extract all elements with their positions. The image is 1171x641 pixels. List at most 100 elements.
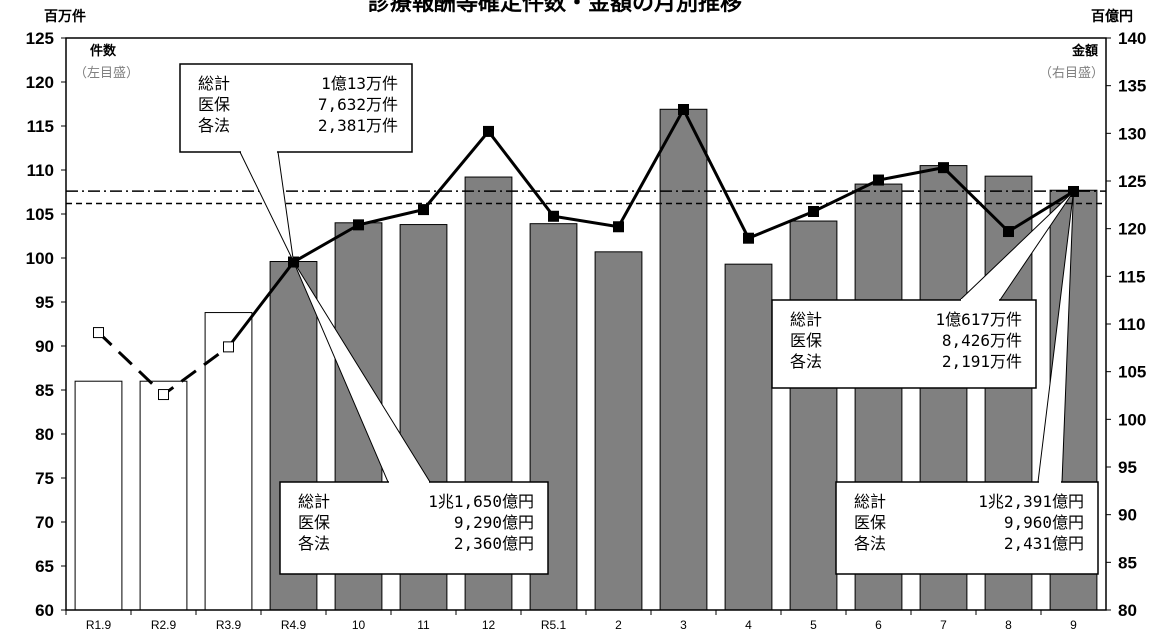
line-point xyxy=(483,125,494,137)
left-tick-label: 115 xyxy=(27,117,54,136)
bar xyxy=(139,380,188,611)
right-axis-name: 金額 xyxy=(1071,43,1098,59)
line-point xyxy=(873,174,884,186)
callout-row-label: 総計 xyxy=(298,492,330,511)
x-tick-label: 4 xyxy=(745,618,752,632)
callout-r5-9-count xyxy=(771,299,1037,389)
callout-row-label: 総計 xyxy=(854,492,886,511)
x-tick-label: R5.1 xyxy=(541,618,567,632)
callout-row-label: 総計 xyxy=(790,310,822,329)
callout-row-label: 各法 xyxy=(854,534,886,553)
left-tick-label: 90 xyxy=(35,337,54,356)
line-series-solid xyxy=(227,106,1075,348)
callout-r4-9-amount xyxy=(279,481,549,575)
right-tick-label: 120 xyxy=(1118,220,1146,239)
right-tick-label: 125 xyxy=(1118,172,1146,191)
callout-row-value: 1億617万件 xyxy=(935,310,1022,329)
plot-frame xyxy=(65,37,1107,611)
x-tick-label: 9 xyxy=(1070,618,1077,632)
x-tick-label: R3.9 xyxy=(216,618,242,632)
left-tick-label: 95 xyxy=(35,293,54,312)
right-tick-label: 140 xyxy=(1118,29,1146,48)
bar xyxy=(724,263,773,611)
x-tick-label: 3 xyxy=(680,618,687,632)
left-tick-label: 100 xyxy=(26,249,54,268)
left-axis-note: （左目盛） xyxy=(74,66,139,81)
left-tick-label: 80 xyxy=(35,425,54,444)
right-tick-label: 95 xyxy=(1118,458,1137,477)
x-tick-label: 6 xyxy=(875,618,882,632)
x-tick-label: 8 xyxy=(1005,618,1012,632)
left-tick-label: 65 xyxy=(35,557,54,576)
line-point xyxy=(418,204,429,216)
right-tick-label: 110 xyxy=(1118,315,1145,334)
bar xyxy=(659,108,708,611)
callout-row-value: 2,381万件 xyxy=(318,116,398,135)
callout-row-value: 7,632万件 xyxy=(318,95,398,114)
bar xyxy=(594,251,643,611)
left-tick-label: 70 xyxy=(35,513,54,532)
right-tick-label: 85 xyxy=(1118,553,1137,572)
callout-row-label: 医保 xyxy=(198,95,230,114)
line-point xyxy=(938,162,949,174)
line-point xyxy=(223,341,234,353)
x-tick-label: 12 xyxy=(482,618,496,632)
callout-row-label: 各法 xyxy=(790,352,822,371)
right-axis-note: （右目盛） xyxy=(1039,66,1104,81)
right-tick-label: 105 xyxy=(1118,363,1146,382)
bar xyxy=(789,220,838,611)
line-point xyxy=(548,210,559,222)
line-point xyxy=(1003,226,1014,238)
x-tick-label: 2 xyxy=(615,618,622,632)
line-point xyxy=(743,232,754,244)
callout-r4-9-count xyxy=(179,63,413,153)
callout-row-value: 2,191万件 xyxy=(942,352,1022,371)
line-point xyxy=(93,327,104,339)
callout-r5-9-amount xyxy=(835,481,1099,575)
right-tick-label: 130 xyxy=(1118,124,1146,143)
x-tick-label: 5 xyxy=(810,618,817,632)
callout-row-value: 1兆2,391億円 xyxy=(978,492,1084,511)
x-tick-label: 7 xyxy=(940,618,947,632)
left-tick-label: 105 xyxy=(26,205,54,224)
left-tick-label: 125 xyxy=(26,29,54,48)
left-tick-label: 120 xyxy=(26,73,54,92)
line-point xyxy=(158,389,169,401)
left-tick-label: 110 xyxy=(27,161,54,180)
bar xyxy=(204,312,253,611)
line-point xyxy=(353,219,364,231)
left-axis-name: 件数 xyxy=(90,43,117,59)
callout-r4-9-count-pointer xyxy=(239,151,294,262)
line-point xyxy=(678,104,689,115)
right-tick-label: 90 xyxy=(1118,506,1137,525)
bar xyxy=(74,380,123,611)
callout-row-value: 9,290億円 xyxy=(454,513,534,532)
callout-row-label: 各法 xyxy=(198,116,230,135)
left-unit-label: 百万件 xyxy=(44,8,86,25)
callout-row-value: 2,431億円 xyxy=(1004,534,1084,553)
x-tick-label: 10 xyxy=(352,618,366,632)
left-tick-label: 75 xyxy=(35,469,54,488)
right-tick-label: 80 xyxy=(1118,601,1137,620)
callout-row-label: 医保 xyxy=(854,513,886,532)
callout-row-value: 1億13万件 xyxy=(321,74,398,93)
line-point xyxy=(808,206,819,218)
right-unit-label: 百億円 xyxy=(1091,8,1133,25)
callout-row-label: 医保 xyxy=(790,331,822,350)
callout-row-label: 各法 xyxy=(298,534,330,553)
right-tick-label: 115 xyxy=(1118,267,1145,286)
callout-row-label: 医保 xyxy=(298,513,330,532)
callout-row-value: 9,960億円 xyxy=(1004,513,1084,532)
x-tick-label: R4.9 xyxy=(281,618,307,632)
left-tick-label: 60 xyxy=(35,601,54,620)
line-point xyxy=(613,221,624,233)
callout-row-label: 総計 xyxy=(198,74,230,93)
left-tick-label: 85 xyxy=(35,381,54,400)
x-tick-label: 11 xyxy=(417,618,430,632)
callout-row-value: 8,426万件 xyxy=(942,331,1022,350)
x-tick-label: R2.9 xyxy=(151,618,177,632)
right-tick-label: 100 xyxy=(1118,410,1146,429)
callout-row-value: 2,360億円 xyxy=(454,534,534,553)
x-tick-label: R1.9 xyxy=(86,618,112,632)
